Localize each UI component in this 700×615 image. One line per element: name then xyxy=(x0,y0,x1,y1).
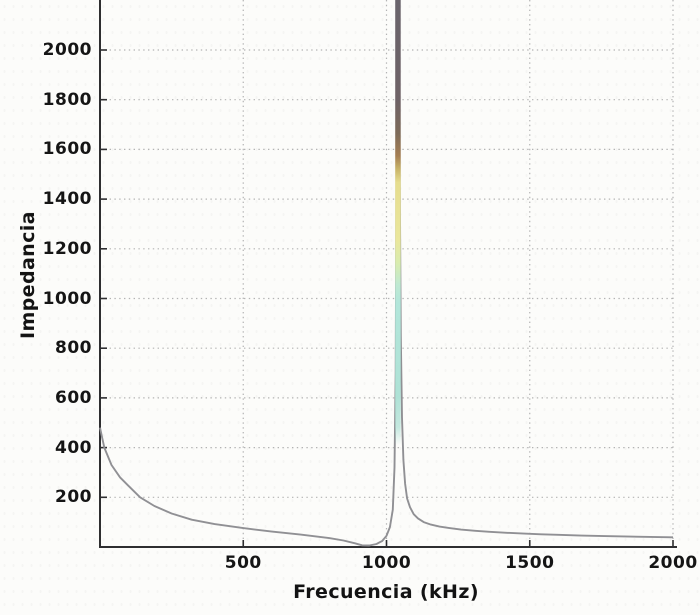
y-tick-label: 1200 xyxy=(42,238,92,259)
x-tick-label: 1500 xyxy=(505,553,555,573)
y-tick-label: 1400 xyxy=(42,189,92,210)
y-tick-label: 200 xyxy=(55,487,92,508)
y-tick-label: 400 xyxy=(55,437,92,458)
y-axis-title: Impedancia xyxy=(17,211,39,339)
tick-marks xyxy=(100,49,674,547)
x-tick-label: 2000 xyxy=(648,553,698,573)
gridlines xyxy=(100,0,674,547)
y-tick-label: 1800 xyxy=(42,89,92,110)
x-tick-label: 1000 xyxy=(361,553,412,573)
y-tick-label: 1600 xyxy=(42,139,92,160)
y-tick-label: 800 xyxy=(55,338,92,359)
x-axis-title: Frecuencia (kHz) xyxy=(293,581,479,603)
x-tick-label: 500 xyxy=(224,553,262,573)
y-tick-label: 1000 xyxy=(42,288,92,309)
y-tick-label: 2000 xyxy=(42,40,92,60)
y-tick-label: 600 xyxy=(55,387,92,408)
